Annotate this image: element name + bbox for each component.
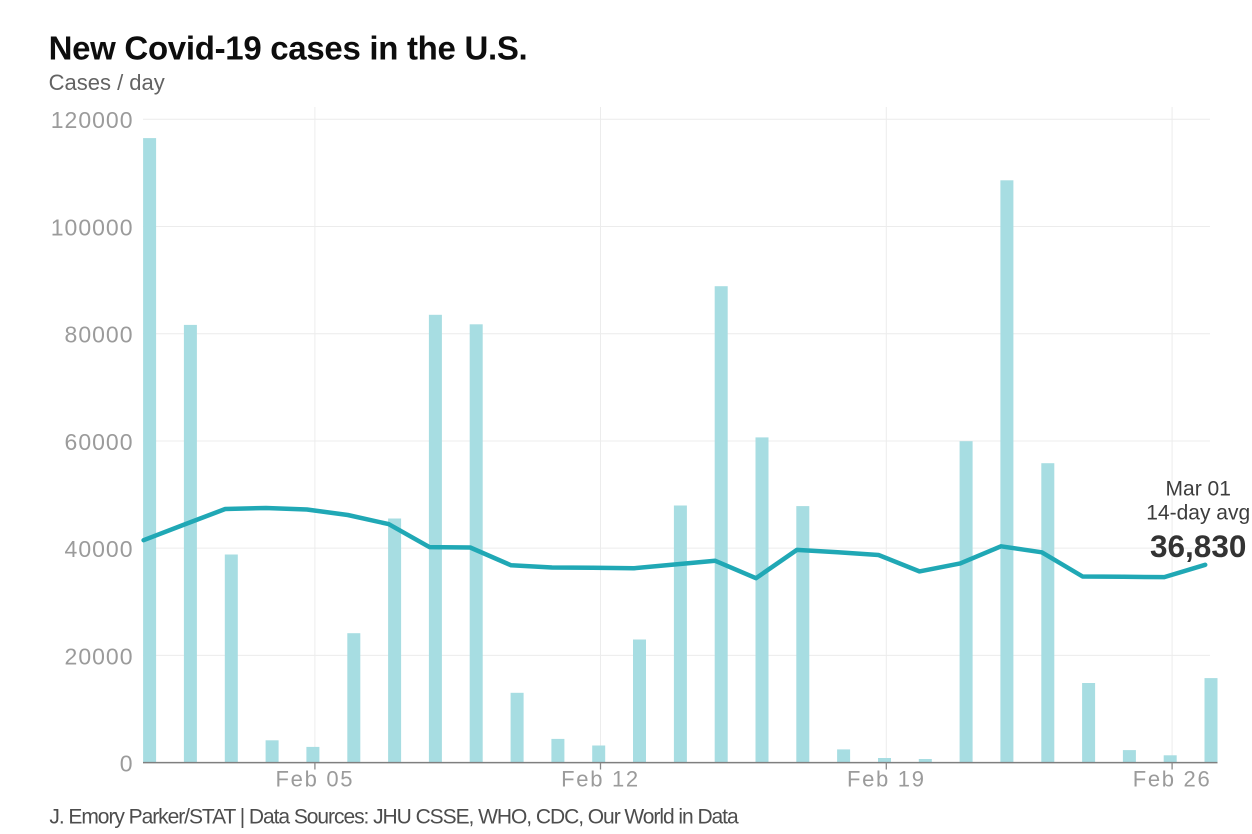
- svg-text:14-day avg: 14-day avg: [1146, 502, 1250, 525]
- svg-text:80000: 80000: [65, 322, 134, 348]
- svg-text:J. Emory Parker/STAT | Data So: J. Emory Parker/STAT | Data Sources: JHU…: [49, 806, 739, 829]
- svg-text:Feb 12: Feb 12: [561, 767, 640, 792]
- svg-text:Feb 19: Feb 19: [847, 767, 926, 792]
- svg-text:Mar 01: Mar 01: [1166, 477, 1231, 500]
- svg-text:60000: 60000: [65, 429, 134, 455]
- svg-text:40000: 40000: [65, 536, 134, 562]
- svg-text:36,830: 36,830: [1150, 528, 1246, 564]
- svg-text:20000: 20000: [65, 643, 134, 669]
- svg-text:Feb 05: Feb 05: [276, 767, 355, 792]
- svg-text:0: 0: [120, 751, 134, 777]
- svg-text:Feb 26: Feb 26: [1133, 767, 1212, 792]
- svg-text:100000: 100000: [51, 215, 134, 241]
- svg-text:New Covid-19 cases in the U.S.: New Covid-19 cases in the U.S.: [49, 30, 528, 67]
- svg-text:120000: 120000: [51, 107, 134, 133]
- svg-text:Cases / day: Cases / day: [49, 70, 165, 95]
